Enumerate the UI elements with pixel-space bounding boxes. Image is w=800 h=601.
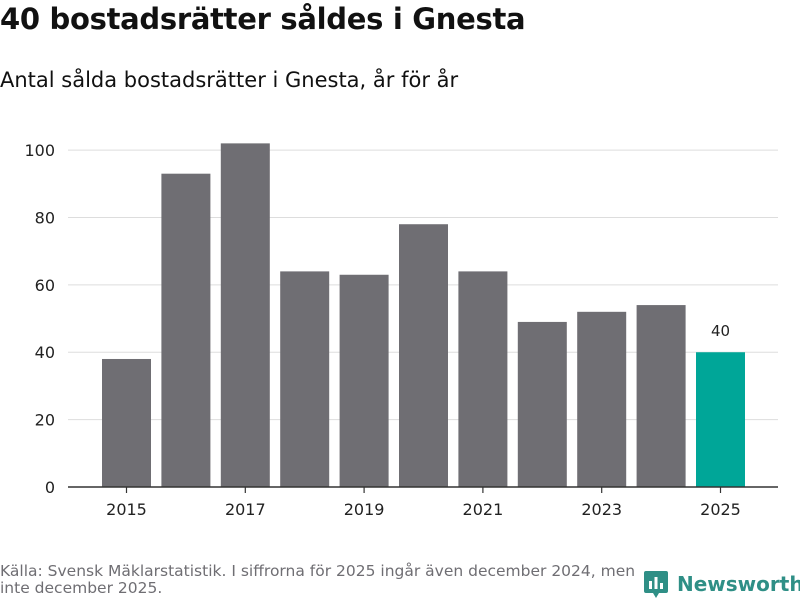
x-tick-label: 2025 bbox=[700, 500, 741, 519]
x-tick-label: 2023 bbox=[581, 500, 622, 519]
bar-2021[interactable] bbox=[458, 271, 508, 487]
bar-2020[interactable] bbox=[399, 224, 448, 487]
x-tick-label: 2015 bbox=[106, 500, 147, 519]
bars bbox=[102, 143, 745, 487]
bar-2019[interactable] bbox=[339, 274, 389, 487]
source-note: Källa: Svensk Mäklarstatistik. I siffror… bbox=[0, 562, 636, 597]
bar-2025[interactable] bbox=[696, 352, 745, 487]
x-tick-label: 2021 bbox=[463, 500, 504, 519]
y-tick-label: 60 bbox=[35, 276, 55, 295]
axes bbox=[68, 486, 778, 493]
newsworthy-logo-icon bbox=[644, 571, 668, 598]
y-tick-label: 80 bbox=[35, 208, 55, 227]
bar-2024[interactable] bbox=[636, 305, 686, 487]
bar-2015[interactable] bbox=[102, 358, 151, 487]
bar-chart: 0 20 40 60 80 100 2015 2017 2019 2021 2023 2025 40 bbox=[24, 141, 778, 519]
chart-subtitle: Antal sålda bostadsrätter i Gnesta, år f… bbox=[0, 68, 459, 92]
chart-title: 40 bostadsrätter såldes i Gnesta bbox=[0, 2, 526, 36]
bar-2016[interactable] bbox=[161, 173, 211, 487]
y-tick-label: 20 bbox=[35, 411, 55, 430]
brand-name: Newsworthy bbox=[677, 572, 800, 596]
bar-2022[interactable] bbox=[517, 321, 567, 487]
x-tick-label: 2019 bbox=[344, 500, 385, 519]
brand-logo[interactable]: Newsworthy bbox=[643, 567, 800, 601]
bar-2023[interactable] bbox=[577, 311, 627, 487]
bar-2017[interactable] bbox=[220, 143, 270, 487]
labels: 0 20 40 60 80 100 2015 2017 2019 2021 2023 2025 40 bbox=[24, 141, 740, 519]
y-tick-label: 40 bbox=[35, 343, 55, 362]
y-tick-label: 0 bbox=[45, 478, 55, 497]
data-label-2025: 40 bbox=[711, 322, 730, 340]
y-tick-label: 100 bbox=[24, 141, 55, 160]
x-tick-label: 2017 bbox=[225, 500, 266, 519]
bar-2018[interactable] bbox=[280, 271, 330, 487]
